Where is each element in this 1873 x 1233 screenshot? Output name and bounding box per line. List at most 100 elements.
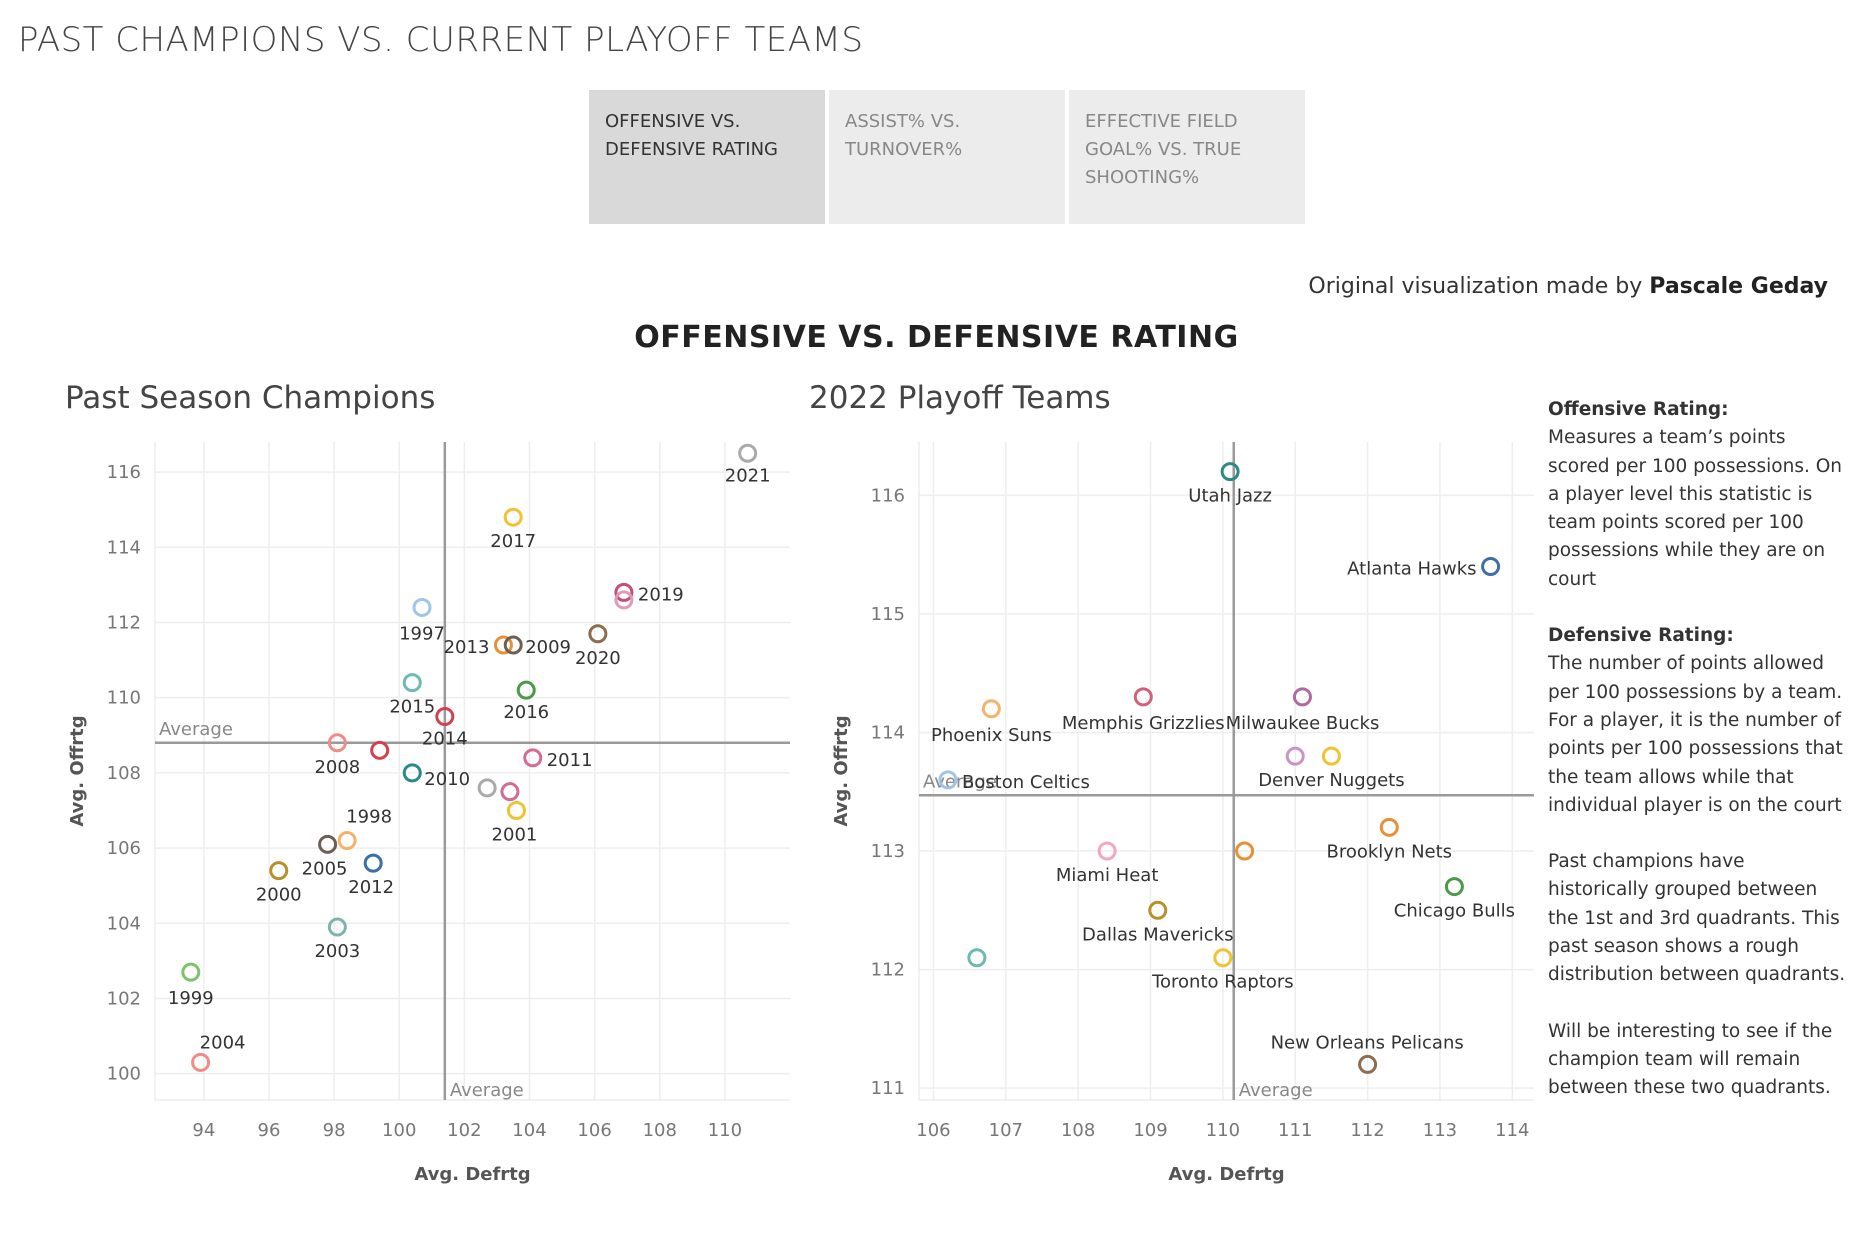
x-tick-label: 96 bbox=[258, 1120, 281, 1141]
x-axis-title: Avg. Defrtg bbox=[1168, 1164, 1284, 1185]
data-label: 1998 bbox=[346, 807, 392, 828]
data-point bbox=[191, 1052, 211, 1072]
data-point bbox=[503, 507, 523, 527]
data-point bbox=[402, 673, 422, 693]
x-tick-label: 106 bbox=[916, 1120, 950, 1141]
data-label: Phoenix Suns bbox=[931, 725, 1052, 746]
tab-efg-ts[interactable]: EFFECTIVE FIELD GOAL% VS. TRUE SHOOTING% bbox=[1069, 90, 1305, 224]
data-label: 2005 bbox=[302, 858, 348, 879]
data-label: 2017 bbox=[490, 531, 536, 552]
chart-svg: 111 112 113 114 115 116 106 107 108 109 110 111 112 1… bbox=[831, 442, 1534, 1185]
x-tick-label: 113 bbox=[1423, 1120, 1457, 1141]
data-point bbox=[981, 699, 1001, 719]
quadrant-note: Past champions have historically grouped… bbox=[1548, 851, 1846, 986]
data-label: 2004 bbox=[200, 1032, 246, 1053]
average-label-y: Average bbox=[159, 719, 233, 740]
data-point bbox=[493, 635, 513, 655]
data-point bbox=[523, 748, 543, 768]
credit-author[interactable]: Pascale Geday bbox=[1649, 274, 1828, 299]
offensive-heading: Offensive Rating: bbox=[1548, 399, 1729, 420]
x-tick-label: 102 bbox=[447, 1120, 481, 1141]
data-label: 1997 bbox=[399, 623, 445, 644]
data-point bbox=[588, 624, 608, 644]
data-point bbox=[1444, 877, 1464, 897]
data-point bbox=[506, 800, 526, 820]
data-point bbox=[503, 635, 523, 655]
closing-note: Will be interesting to see if the champi… bbox=[1548, 1020, 1833, 1099]
data-label: 2012 bbox=[348, 877, 394, 898]
data-point bbox=[477, 778, 497, 798]
data-label: Toronto Raptors bbox=[1151, 972, 1294, 993]
data-label: 2010 bbox=[424, 769, 470, 790]
data-point bbox=[402, 763, 422, 783]
data-point bbox=[337, 831, 357, 851]
data-point bbox=[1379, 817, 1399, 837]
chart-svg: 100 102 104 106 108 110 112 114 116 94 96 98 100 102 1… bbox=[67, 442, 790, 1185]
data-label: Denver Nuggets bbox=[1258, 770, 1404, 791]
data-label: New Orleans Pelicans bbox=[1271, 1032, 1464, 1053]
data-point bbox=[967, 948, 987, 968]
data-point bbox=[327, 917, 347, 937]
data-point bbox=[1148, 900, 1168, 920]
data-label: 2019 bbox=[638, 584, 684, 605]
data-label: 2016 bbox=[503, 702, 549, 723]
data-label: 1999 bbox=[168, 988, 214, 1009]
data-label: Dallas Mavericks bbox=[1082, 924, 1233, 945]
y-axis-title: Avg. Offrtg bbox=[67, 715, 88, 826]
credit-line: Original visualization made by Pascale G… bbox=[1308, 274, 1828, 299]
x-tick-label: 100 bbox=[382, 1120, 416, 1141]
data-label: 2000 bbox=[256, 885, 302, 906]
credit-prefix: Original visualization made by bbox=[1308, 274, 1643, 299]
chart-title: Past Season Champions bbox=[65, 380, 436, 416]
data-point bbox=[500, 782, 520, 802]
data-point bbox=[1235, 841, 1255, 861]
data-point bbox=[1285, 746, 1305, 766]
data-point bbox=[363, 853, 383, 873]
offensive-note: Offensive Rating: Measures a team’s poin… bbox=[1548, 396, 1848, 594]
data-label: 2021 bbox=[725, 465, 771, 486]
y-tick-label: 116 bbox=[107, 462, 141, 483]
data-point bbox=[181, 962, 201, 982]
data-point bbox=[1220, 462, 1240, 482]
data-point bbox=[614, 590, 634, 610]
data-label: 2009 bbox=[525, 637, 571, 658]
data-label: 2013 bbox=[444, 637, 490, 658]
data-point bbox=[318, 834, 338, 854]
tab-assist-turnover[interactable]: ASSIST% VS. TURNOVER% bbox=[829, 90, 1065, 224]
data-label: 2020 bbox=[575, 648, 621, 669]
y-tick-label: 115 bbox=[871, 604, 905, 625]
average-label-x: Average bbox=[1239, 1080, 1313, 1101]
x-tick-label: 110 bbox=[708, 1120, 742, 1141]
data-label: Milwaukee Bucks bbox=[1226, 713, 1380, 734]
y-tick-label: 108 bbox=[107, 763, 141, 784]
y-tick-label: 112 bbox=[871, 960, 905, 981]
y-tick-label: 100 bbox=[107, 1064, 141, 1085]
page-title: PAST CHAMPIONS VS. CURRENT PLAYOFF TEAMS bbox=[18, 20, 864, 60]
y-tick-label: 110 bbox=[107, 688, 141, 709]
data-point bbox=[516, 680, 536, 700]
y-tick-label: 102 bbox=[107, 988, 141, 1009]
data-point bbox=[435, 706, 455, 726]
y-axis-title: Avg. Offrtg bbox=[831, 715, 852, 826]
x-tick-label: 94 bbox=[192, 1120, 215, 1141]
data-label: 2011 bbox=[547, 750, 593, 771]
data-label: Memphis Grizzlies bbox=[1062, 713, 1225, 734]
data-point bbox=[1133, 687, 1153, 707]
data-point bbox=[327, 733, 347, 753]
data-label: 2015 bbox=[389, 697, 435, 718]
x-tick-label: 110 bbox=[1206, 1120, 1240, 1141]
x-tick-label: 109 bbox=[1133, 1120, 1167, 1141]
data-label: Brooklyn Nets bbox=[1327, 841, 1453, 862]
chart-title: 2022 Playoff Teams bbox=[809, 380, 1111, 416]
y-tick-label: 114 bbox=[871, 722, 905, 743]
data-label: Chicago Bulls bbox=[1394, 901, 1515, 922]
y-tick-label: 113 bbox=[871, 841, 905, 862]
tab-offensive-defensive[interactable]: OFFENSIVE VS. DEFENSIVE RATING bbox=[589, 90, 825, 224]
tab-bar: OFFENSIVE VS. DEFENSIVE RATING ASSIST% V… bbox=[589, 90, 1305, 224]
data-point bbox=[1358, 1054, 1378, 1074]
x-tick-label: 111 bbox=[1278, 1120, 1312, 1141]
viz-title: OFFENSIVE VS. DEFENSIVE RATING bbox=[634, 320, 1239, 355]
y-tick-label: 106 bbox=[107, 838, 141, 859]
data-point bbox=[738, 443, 758, 463]
y-tick-label: 114 bbox=[107, 537, 141, 558]
